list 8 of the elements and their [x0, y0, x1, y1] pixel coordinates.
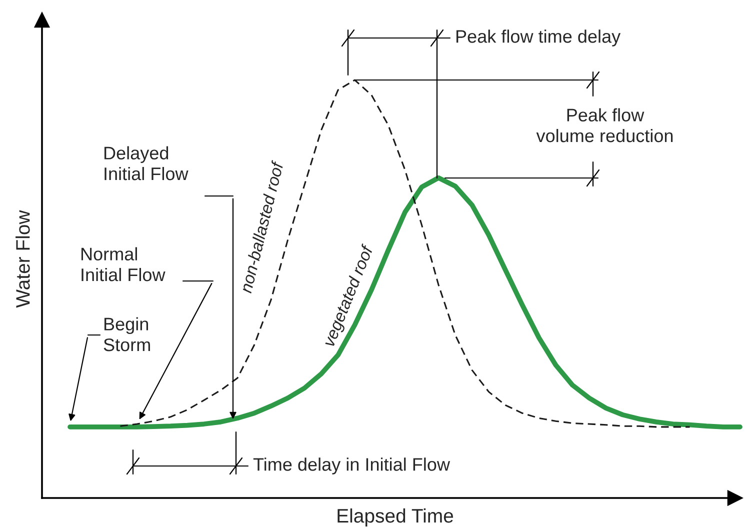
- annotation: Begin Storm: [104, 317, 150, 352]
- y-axis-title: Water Flow: [16, 210, 30, 308]
- text: Peak flow time delay: [456, 30, 621, 46]
- x-axis-title: Elapsed Time: [338, 508, 454, 527]
- annotation: Normal Initial Flow: [81, 247, 166, 282]
- annotation: Delayed Initial Flow: [104, 146, 188, 180]
- annotation: Time delay in Initial Flow: [253, 458, 450, 474]
- annotation: Peak flow volume reduction: [536, 108, 673, 142]
